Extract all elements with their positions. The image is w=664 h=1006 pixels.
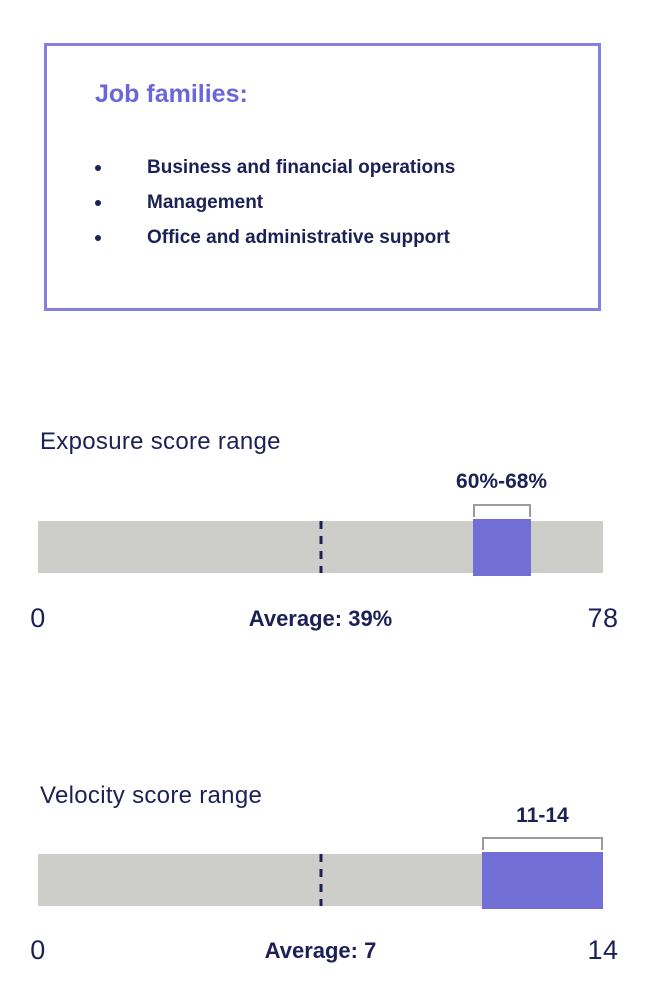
average-marker-line	[319, 521, 322, 573]
job-families-title: Job families:	[95, 80, 248, 108]
list-item: Office and administrative support	[95, 220, 455, 255]
range-label: 60%-68%	[456, 470, 548, 493]
axis-max-label: 14	[587, 935, 619, 965]
axis-min-label: 0	[30, 603, 46, 633]
list-item-label: Management	[147, 192, 264, 213]
range-bracket	[472, 504, 531, 517]
bullet-icon	[95, 165, 101, 171]
list-item-label: Office and administrative support	[147, 227, 450, 248]
score-track	[38, 852, 603, 909]
job-families-card: Job families: Business and financial ope…	[44, 43, 601, 311]
job-families-list: Business and financial operations Manage…	[95, 150, 455, 255]
chart-track-zone: 11-14 0 Average: 7 14	[30, 782, 618, 992]
list-item: Business and financial operations	[95, 150, 455, 185]
range-highlight-segment	[481, 852, 603, 909]
range-label: 11-14	[516, 804, 569, 827]
bullet-icon	[95, 200, 101, 206]
range-bracket	[481, 837, 603, 850]
chart-track-zone: 60%-68% 0 Average: 39% 78	[30, 428, 618, 648]
average-label: Average: 7	[264, 938, 377, 963]
average-label: Average: 39%	[248, 606, 393, 631]
axis-labels: 0 Average: 39% 78	[30, 603, 618, 637]
list-item-label: Business and financial operations	[147, 157, 456, 178]
list-item: Management	[95, 185, 455, 220]
velocity-score-chart: Velocity score range 11-14 0 Average: 7 …	[0, 782, 664, 992]
axis-min-label: 0	[30, 935, 46, 965]
range-highlight-segment	[472, 519, 531, 576]
axis-labels: 0 Average: 7 14	[30, 935, 618, 969]
exposure-score-chart: Exposure score range 60%-68% 0 Average: …	[0, 428, 664, 648]
average-marker-line	[319, 854, 322, 906]
axis-max-label: 78	[587, 603, 619, 633]
chart-title: Exposure score range	[40, 428, 281, 455]
chart-title: Velocity score range	[40, 782, 263, 809]
score-track	[38, 519, 603, 576]
bullet-icon	[95, 235, 101, 241]
